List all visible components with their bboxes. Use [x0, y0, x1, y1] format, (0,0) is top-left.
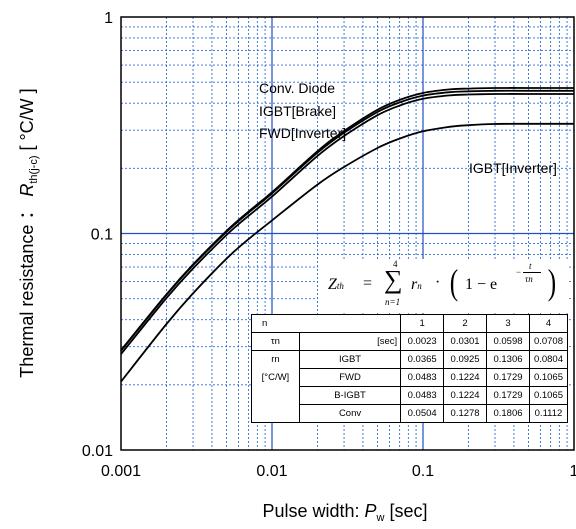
table-cell: 0.1729	[486, 368, 530, 387]
table-cell: 0.1806	[486, 404, 530, 423]
table-cell: 0.1729	[486, 386, 530, 405]
x-tick-label: 0.01	[256, 463, 287, 480]
table-cell: 0.1112	[528, 404, 569, 423]
table-cell: 0.0483	[400, 368, 445, 387]
formula-sigma: ∑	[384, 265, 403, 294]
y-axis-label: Thermal resistance ： Rth(j-c) [ °C/W ]	[17, 88, 40, 377]
table-row: rn IGBT 0.0365 0.0925 0.1306 0.0804	[251, 350, 569, 369]
table-cell: 0.0365	[400, 350, 445, 369]
formula-paren-right: )	[547, 262, 557, 302]
table-cell: 0.0804	[528, 350, 569, 369]
table-cell: 0.1278	[443, 404, 488, 423]
formula-exp-num: t	[529, 261, 532, 271]
table-cell: 0.1224	[443, 368, 488, 387]
formula-dot: ·	[435, 274, 441, 291]
parameter-table: n 1 2 3 4 τn [sec] 0.0023 0.0301 0.0598 …	[250, 314, 569, 423]
y-tick-label: 0.01	[82, 443, 113, 460]
table-cell: [sec]	[298, 332, 402, 351]
table-cell: 0.0925	[443, 350, 488, 369]
table-cell: 0.0483	[400, 386, 445, 405]
table-row: Conv 0.0504 0.1278 0.1806 0.1112	[251, 404, 569, 423]
formula-exp-bar	[523, 272, 541, 273]
table-cell: τn	[251, 332, 300, 351]
table-cell: n	[250, 314, 402, 333]
table-cell: 0.1306	[486, 350, 530, 369]
formula-sum-bottom: n=1	[385, 297, 401, 307]
x-tick-label: 0.001	[101, 463, 141, 480]
table-cell: 0.0504	[400, 404, 445, 423]
table-cell: [°C/W]	[251, 368, 300, 387]
table-cell: 0.0598	[486, 332, 530, 351]
series-line-4	[120, 122, 574, 383]
series-line-2	[120, 89, 574, 352]
formula-one-minus-e: 1 − e	[465, 276, 498, 293]
table-cell: 0.1065	[528, 368, 569, 387]
table-cell	[251, 404, 300, 423]
tick-labels: 0.001 0.01 0.1 1 0.01 0.1 1	[82, 10, 576, 480]
table-cell: B-IGBT	[298, 386, 402, 405]
series-line-3	[120, 93, 574, 355]
table-cell: IGBT	[298, 350, 402, 369]
table-cell: rn	[251, 350, 300, 369]
table-cell: Conv	[298, 404, 402, 423]
annotation-fwd-inverter: FWD[Inverter]	[259, 125, 347, 141]
y-tick-label: 1	[104, 10, 113, 27]
formula-sum-top: 4	[393, 259, 398, 269]
table-row: B-IGBT 0.0483 0.1224 0.1729 0.1065	[251, 386, 569, 405]
table-cell	[251, 386, 300, 405]
annotation-igbt-inverter: IGBT[Inverter]	[469, 160, 557, 176]
table-row: [°C/W] FWD 0.0483 0.1224 0.1729 0.1065	[251, 368, 569, 387]
annotation-conv-diode: Conv. Diode	[259, 80, 336, 96]
annotation-igbt-brake: IGBT[Brake]	[259, 103, 337, 119]
table-cell: 1	[400, 314, 445, 333]
table-cell: 0.0023	[400, 332, 445, 351]
formula-equals: =	[363, 275, 373, 292]
y-tick-label: 0.1	[91, 227, 113, 244]
table-cell: 2	[443, 314, 488, 333]
x-tick-label: 0.1	[412, 463, 434, 480]
table-header-row: n 1 2 3 4	[250, 314, 569, 333]
table-cell: 0.1224	[443, 386, 488, 405]
formula-exp-den: τn	[525, 274, 533, 284]
series-curves	[120, 87, 574, 383]
formula-lhs: Zth	[328, 276, 344, 293]
table-cell: 0.1065	[528, 386, 569, 405]
x-tick-label: 1	[570, 463, 576, 480]
x-axis-label: Pulse width: Pw [sec]	[262, 501, 427, 524]
table-cell: 3	[486, 314, 530, 333]
formula-exp-sign: −	[516, 267, 522, 277]
table-cell: 4	[528, 314, 569, 333]
plot-frame	[120, 16, 575, 451]
formula-r: rn	[411, 276, 422, 293]
table-cell: 0.0301	[443, 332, 488, 351]
table-cell: 0.0708	[528, 332, 569, 351]
thermal-impedance-formula: Zth = 4 ∑ n=1 rn · ( 1 − e − t τn )	[318, 259, 568, 313]
table-cell: FWD	[298, 368, 402, 387]
table-row: τn [sec] 0.0023 0.0301 0.0598 0.0708	[251, 332, 569, 351]
formula-paren-left: (	[449, 262, 459, 302]
